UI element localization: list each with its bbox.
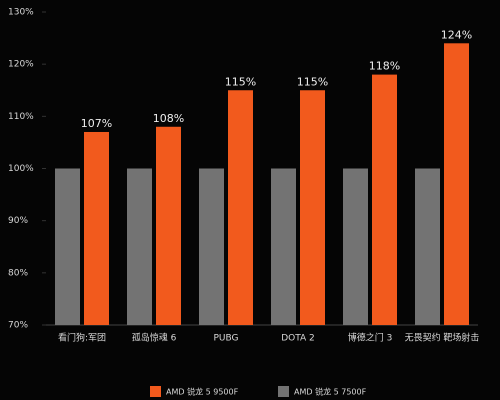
bar	[156, 126, 181, 326]
value-label: 118%	[369, 60, 400, 73]
y-tick-label: 70%	[8, 321, 28, 331]
y-tick-label: 110%	[8, 112, 34, 122]
value-label: 124%	[441, 28, 472, 41]
x-tick-label: PUBG	[213, 334, 238, 344]
y-tick-label: 90%	[8, 216, 28, 226]
bar	[199, 168, 224, 325]
bar	[127, 168, 152, 325]
x-tick-label: DOTA 2	[281, 334, 315, 344]
bar	[228, 90, 253, 325]
value-label: 115%	[297, 75, 328, 88]
x-tick-label: 博德之门 3	[348, 332, 393, 344]
x-tick-label: 看门狗:军团	[58, 332, 106, 344]
y-tick-label: 80%	[8, 268, 28, 278]
legend-label: AMD 锐龙 5 7500F	[294, 387, 367, 397]
bar	[415, 168, 440, 325]
y-tick-label: 130%	[8, 8, 34, 18]
bar	[343, 168, 368, 325]
value-label: 115%	[225, 75, 256, 88]
x-tick-label: 孤岛惊魂 6	[132, 332, 177, 344]
bar	[300, 90, 325, 325]
legend-swatch	[278, 386, 289, 397]
bar	[84, 131, 109, 325]
y-tick-label: 100%	[8, 164, 34, 174]
bar	[372, 74, 397, 325]
y-tick-label: 120%	[8, 60, 34, 70]
bar	[444, 43, 469, 326]
bar	[55, 168, 80, 325]
legend-label: AMD 锐龙 5 9500F	[166, 387, 239, 397]
value-label: 108%	[153, 112, 184, 125]
x-tick-label: 无畏契约 靶场射击	[405, 332, 480, 344]
bar	[271, 168, 296, 325]
value-label: 107%	[81, 117, 112, 130]
legend-swatch	[150, 386, 161, 397]
